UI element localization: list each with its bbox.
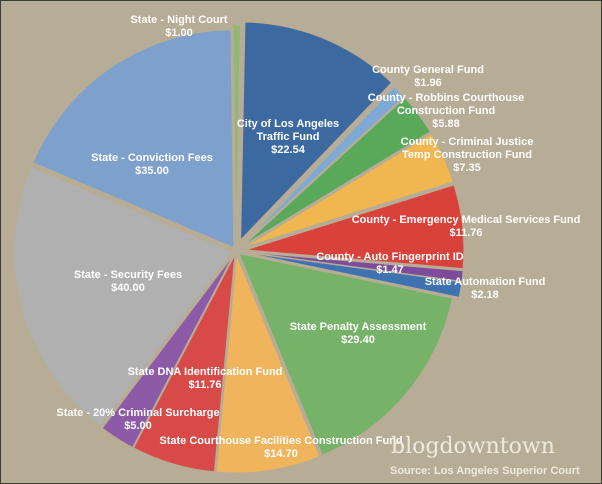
slice-label-8: State Penalty Assessment $29.40 bbox=[290, 321, 427, 346]
pie-slice-4 bbox=[244, 132, 454, 248]
slice-label-4: County - Criminal Justice Temp Constructi… bbox=[401, 136, 534, 174]
pie-slice-6 bbox=[245, 251, 464, 282]
pie-slice-11 bbox=[101, 254, 235, 449]
pie-slices bbox=[13, 21, 465, 474]
slice-label-11: State - 20% Criminal Surcharge $5.00 bbox=[56, 407, 219, 432]
source-note: Source: Los Angeles Superior Court bbox=[390, 465, 580, 477]
slice-label-1: City of Los Angeles Traffic Fund $22.54 bbox=[237, 118, 339, 156]
slice-labels: City of Los Angeles Traffic Fund $22.54 Cou… bbox=[56, 14, 580, 460]
pie-slice-10 bbox=[132, 254, 236, 473]
watermark: blogdowntown bbox=[391, 434, 555, 459]
slice-label-12: State - Security Fees $40.00 bbox=[74, 269, 182, 294]
slice-label-6: County - Auto Fingerprint ID $1.47 bbox=[316, 251, 464, 276]
slice-label-9: State Courthouse Facilities Construction… bbox=[159, 435, 402, 460]
pie-slice-1 bbox=[240, 21, 393, 242]
slice-label-10: State DNA Identification Fund $11.76 bbox=[128, 366, 283, 391]
pie-slice-7 bbox=[245, 252, 463, 298]
slice-label-5: County - Emergency Medical Services Fund… bbox=[352, 214, 581, 239]
pie-slice-14 bbox=[232, 24, 241, 244]
slice-label-14: State - Night Court $1.00 bbox=[130, 14, 227, 39]
slice-label-13: State - Conviction Fees $35.00 bbox=[91, 152, 213, 177]
pie-slice-13 bbox=[32, 29, 235, 249]
pie-slice-12 bbox=[13, 166, 233, 427]
pie-slice-8 bbox=[238, 252, 454, 456]
pie-slice-2 bbox=[242, 86, 405, 245]
pie-slice-9 bbox=[215, 254, 321, 474]
slice-label-7: State Automation Fund $2.18 bbox=[425, 276, 546, 301]
pie-slice-5 bbox=[245, 184, 465, 270]
slice-label-3: County - Robbins Courthouse Construction … bbox=[368, 92, 524, 130]
slice-label-2: County General Fund $1.96 bbox=[372, 64, 484, 89]
pie-slice-3 bbox=[243, 97, 431, 246]
